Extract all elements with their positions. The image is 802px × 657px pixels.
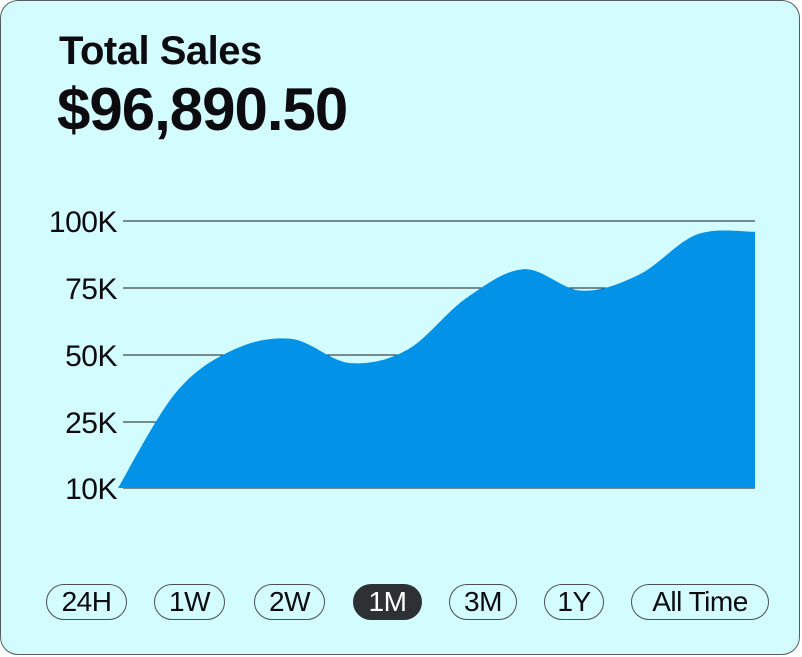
range-1m-button[interactable]: 1M xyxy=(353,584,422,620)
y-tick-label: 100K xyxy=(49,206,118,239)
range-3m-button[interactable]: 3M xyxy=(449,584,517,620)
y-tick-label: 75K xyxy=(65,273,117,306)
y-tick-label: 10K xyxy=(65,473,117,506)
range-1y-button[interactable]: 1Y xyxy=(544,584,604,620)
y-tick-label: 25K xyxy=(65,407,117,440)
total-amount: $96,890.50 xyxy=(57,76,348,143)
card-title: Total Sales xyxy=(59,29,262,73)
y-tick-label: 50K xyxy=(65,340,117,373)
range-2w-button[interactable]: 2W xyxy=(254,584,325,620)
sales-area-chart: 100K 75K 50K 25K 10K xyxy=(49,206,755,506)
time-range-selector: 24H 1W 2W 1M 3M 1Y All Time xyxy=(1,584,799,624)
range-all-time-button[interactable]: All Time xyxy=(631,584,769,620)
range-24h-button[interactable]: 24H xyxy=(46,584,127,620)
sales-area xyxy=(118,230,755,488)
range-1w-button[interactable]: 1W xyxy=(154,584,225,620)
